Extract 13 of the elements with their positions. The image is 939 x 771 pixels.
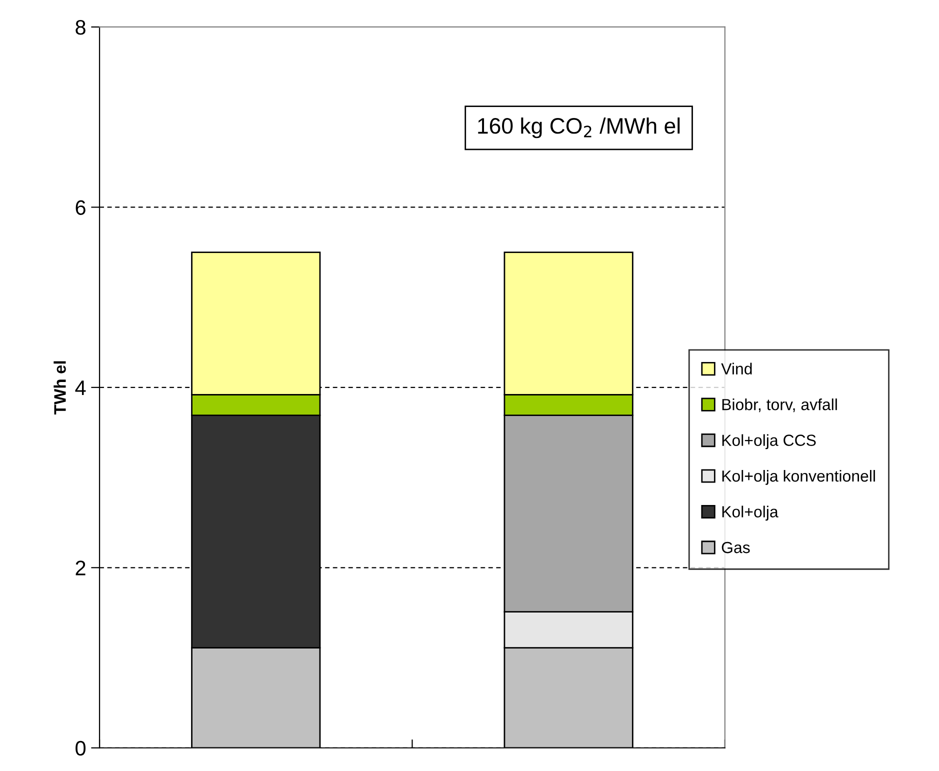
legend-label: Vind	[721, 362, 752, 374]
legend-label: Kol+olja	[722, 506, 778, 521]
y-tick-label: 8	[76, 20, 86, 35]
legend-label: Biobr, torv, avfall	[722, 398, 837, 412]
legend-label: Gas	[722, 542, 750, 554]
y-tick-label: 6	[76, 200, 86, 215]
y-tick-label: 4	[75, 380, 86, 395]
y-tick-label: 0	[76, 740, 86, 756]
legend-label: Kol+olja CCS	[722, 434, 816, 450]
y-axis-title: TWh el	[54, 361, 66, 415]
annotation: 160 kg CO$_{2}$ /MWh el	[478, 117, 680, 138]
legend-label: Kol+olja konventionell	[722, 470, 875, 485]
y-tick-label: 2	[76, 560, 86, 576]
